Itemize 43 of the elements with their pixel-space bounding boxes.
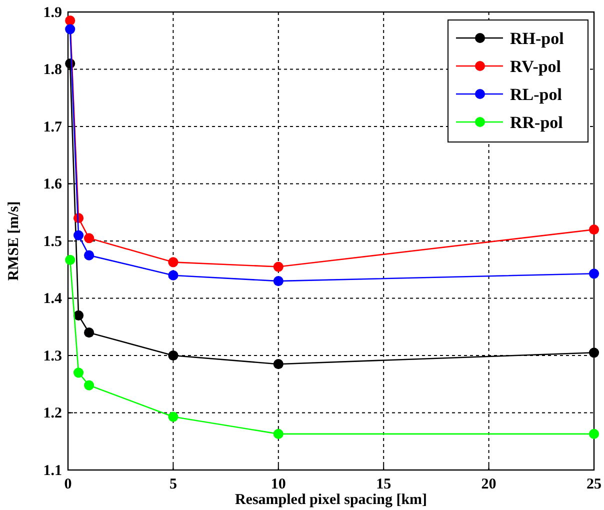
legend-label: RR-pol: [510, 113, 564, 132]
legend-label: RL-pol: [510, 85, 562, 104]
point: [588, 348, 600, 358]
point: [273, 276, 284, 286]
y-tick-label: 1.5: [43, 234, 62, 250]
y-tick-label: 1.9: [43, 4, 62, 21]
point: [168, 270, 178, 280]
point: [84, 233, 94, 244]
point: [588, 428, 600, 439]
point: [73, 368, 84, 378]
x-tick-label: 5: [169, 476, 177, 493]
point: [168, 257, 178, 268]
x-tick-label: 0: [64, 476, 72, 493]
point: [65, 24, 76, 34]
y-tick-label: 1.4: [43, 291, 62, 308]
y-tick-label: 1.7: [43, 119, 62, 136]
x-tick-label: 10: [270, 476, 286, 493]
point: [73, 230, 84, 240]
y-tick-label: 1.6: [43, 176, 62, 193]
point: [273, 262, 284, 272]
x-tick-label: 20: [481, 476, 496, 493]
point: [84, 380, 94, 390]
point: [273, 428, 284, 439]
point: [273, 359, 284, 370]
x-tick-label: 15: [376, 476, 392, 493]
point: [168, 350, 178, 361]
point: [168, 412, 178, 422]
point: [65, 16, 76, 26]
y-tick-label: 1.3: [43, 348, 62, 364]
x-tick-label: 25: [586, 476, 602, 493]
legend-label: RV-pol: [510, 57, 562, 76]
point: [84, 250, 94, 260]
y-tick-label: 1.1: [43, 462, 62, 479]
point: [73, 310, 84, 320]
y-tick-label: 1.2: [43, 406, 62, 422]
point: [65, 254, 76, 265]
point: [84, 328, 94, 338]
x-axis-title: Resampled pixel spacing [km]: [234, 492, 428, 508]
point: [588, 268, 600, 279]
legend-label: RH-pol: [510, 29, 564, 48]
point: [588, 224, 600, 235]
y-tick-label: 1.8: [43, 62, 62, 78]
y-axis-title: RMSE [m/s]: [6, 201, 22, 281]
